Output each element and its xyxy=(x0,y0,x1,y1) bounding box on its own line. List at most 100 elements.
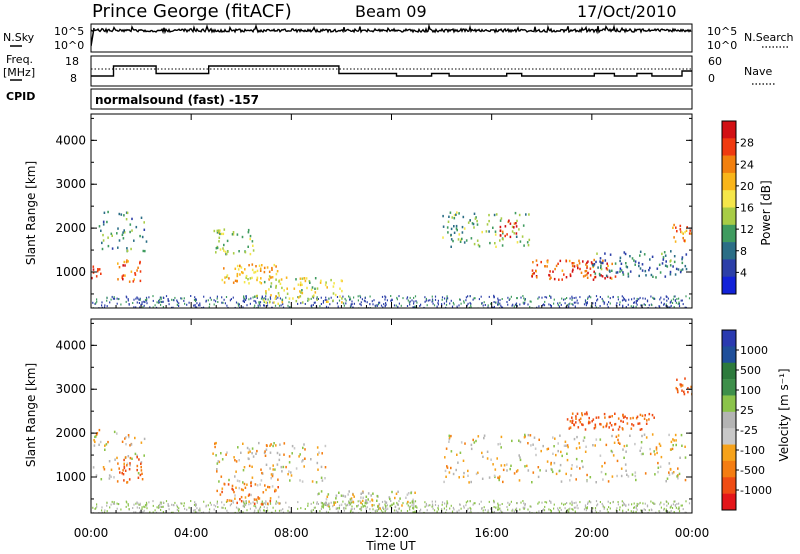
power-speckle xyxy=(516,297,518,300)
velocity-speckle xyxy=(663,503,665,506)
velocity-cell-5 xyxy=(535,453,537,457)
velocity-speckle xyxy=(643,508,645,511)
power-cell-6 xyxy=(442,225,445,228)
power-speckle xyxy=(423,306,425,308)
velocity-cell-6 xyxy=(604,416,606,419)
power-speckle xyxy=(499,299,501,302)
power-speckle xyxy=(167,298,169,300)
velocity-speckle xyxy=(120,508,122,511)
power-speckle xyxy=(249,302,251,305)
power-cell-6 xyxy=(481,230,483,234)
velocity-speckle xyxy=(603,506,606,509)
velocity-cell-4 xyxy=(361,499,364,503)
power-cell-6 xyxy=(493,213,496,217)
velocity-speckle xyxy=(352,511,354,513)
power-cell-9 xyxy=(665,260,667,263)
power-speckle xyxy=(152,295,154,298)
velocity-speckle xyxy=(420,508,422,511)
velocity-speckle xyxy=(625,504,627,507)
velocity-cell-1 xyxy=(128,478,131,481)
velocity-cell-2 xyxy=(285,465,287,469)
velocity-cell-3 xyxy=(231,484,234,488)
power-cell-3 xyxy=(225,252,228,256)
velocity-speckle xyxy=(216,500,218,503)
velocity-speckle xyxy=(162,511,164,513)
power-cell-5 xyxy=(286,287,288,290)
velocity-cell-1 xyxy=(124,469,127,472)
power-speckle xyxy=(413,306,415,308)
velocity-cell-3 xyxy=(230,499,233,503)
velocity-speckle xyxy=(549,509,552,512)
power-cell-6 xyxy=(457,238,460,241)
velocity-cell-2 xyxy=(288,455,291,458)
power-cell-0 xyxy=(95,275,98,278)
velocity-speckle xyxy=(493,510,495,513)
velocity-cell-6 xyxy=(576,412,579,415)
power-speckle xyxy=(575,301,577,304)
power-speckle xyxy=(536,306,538,308)
velocity-cell-4 xyxy=(323,502,326,505)
power-cell-4 xyxy=(263,266,266,270)
velocity-speckle xyxy=(386,504,388,507)
velocity-speckle xyxy=(275,500,277,503)
power-cell-6 xyxy=(450,227,453,231)
power-speckle xyxy=(226,304,228,307)
velocity-cell-5 xyxy=(657,461,659,465)
power-cell-6 xyxy=(453,225,455,228)
power-cell-4 xyxy=(269,277,271,280)
velocity-speckle xyxy=(322,505,325,507)
velocity-speckle xyxy=(357,504,359,507)
power-cell-6 xyxy=(518,213,521,217)
power-speckle xyxy=(437,299,439,302)
velocity-cell-4 xyxy=(350,501,353,504)
power-cell-2 xyxy=(133,278,135,281)
velocity-speckle xyxy=(571,502,573,505)
velocity-speckle xyxy=(205,504,207,507)
velocity-speckle xyxy=(460,507,462,510)
velocity-speckle xyxy=(349,503,351,506)
velocity-cell-5 xyxy=(657,466,660,469)
freq-trace xyxy=(91,65,692,77)
power-speckle xyxy=(678,297,680,300)
velocity-speckle xyxy=(434,500,437,503)
power-speckle xyxy=(384,298,386,301)
power-speckle xyxy=(688,297,691,300)
velocity-cell-4 xyxy=(340,503,343,506)
power-cell-9 xyxy=(623,251,626,254)
power-speckle xyxy=(622,296,625,299)
power-cell-4 xyxy=(245,274,248,278)
power-cell-9 xyxy=(619,256,622,259)
power-cell-10 xyxy=(689,229,691,232)
power-cell-3 xyxy=(249,252,252,256)
power-cell-1 xyxy=(125,211,128,214)
power-speckle xyxy=(363,299,365,302)
velocity-speckle xyxy=(263,509,265,512)
velocity-speckle xyxy=(272,506,274,509)
power-cell-9 xyxy=(627,272,630,275)
velocity-speckle xyxy=(101,509,103,512)
velocity-cell-4 xyxy=(376,499,378,502)
power-speckle xyxy=(497,299,499,302)
power-speckle xyxy=(472,298,474,301)
velocity-speckle xyxy=(673,500,675,503)
velocity-speckle xyxy=(377,508,380,511)
power-speckle xyxy=(155,306,158,308)
velocity-speckle xyxy=(155,511,158,513)
velocity-speckle xyxy=(384,500,386,503)
velocity-cell-0 xyxy=(110,475,112,478)
velocity-speckle xyxy=(239,511,241,513)
power-cell-1 xyxy=(102,223,105,226)
velocity-cell-5 xyxy=(518,479,521,482)
velocity-cell-5 xyxy=(626,473,628,476)
power-speckle xyxy=(364,300,366,303)
velocity-speckle xyxy=(152,500,154,503)
velocity-cell-5 xyxy=(464,442,466,445)
power-speckle xyxy=(607,295,609,298)
velocity-cell-5 xyxy=(468,481,470,484)
velocity-cell-2 xyxy=(242,469,245,472)
power-speckle xyxy=(311,306,313,308)
velocity-speckle xyxy=(269,502,272,505)
power-cell-9 xyxy=(661,252,663,256)
power-cell-9 xyxy=(600,266,602,269)
